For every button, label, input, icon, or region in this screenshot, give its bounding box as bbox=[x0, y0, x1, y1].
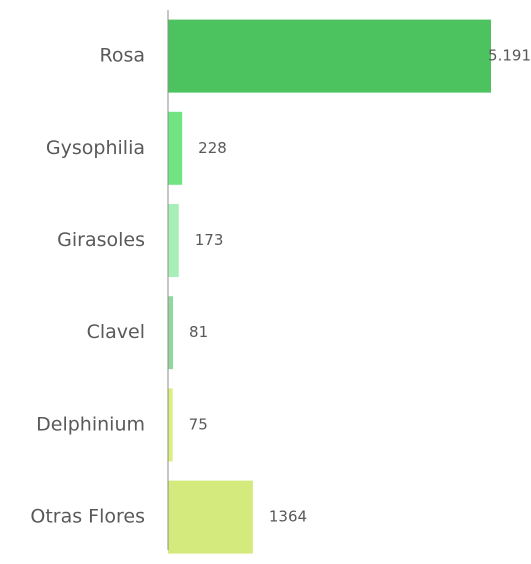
value-label: 173 bbox=[195, 231, 224, 249]
bar bbox=[168, 19, 491, 93]
category-label: Otras Flores bbox=[30, 506, 145, 528]
value-label: 81 bbox=[189, 323, 208, 341]
value-label: 1364 bbox=[269, 508, 307, 526]
category-label: Girasoles bbox=[57, 229, 145, 251]
bar bbox=[168, 388, 173, 462]
bar bbox=[168, 480, 253, 554]
category-label: Rosa bbox=[99, 45, 145, 67]
value-label: 5.191 bbox=[488, 47, 531, 65]
value-label: 75 bbox=[189, 415, 208, 433]
category-label: Delphinium bbox=[36, 413, 145, 435]
bar bbox=[168, 111, 183, 185]
bar bbox=[168, 204, 179, 277]
bar bbox=[168, 296, 174, 370]
category-label: Clavel bbox=[87, 321, 145, 343]
category-label: Gysophilia bbox=[46, 137, 145, 159]
value-label: 228 bbox=[198, 139, 227, 157]
